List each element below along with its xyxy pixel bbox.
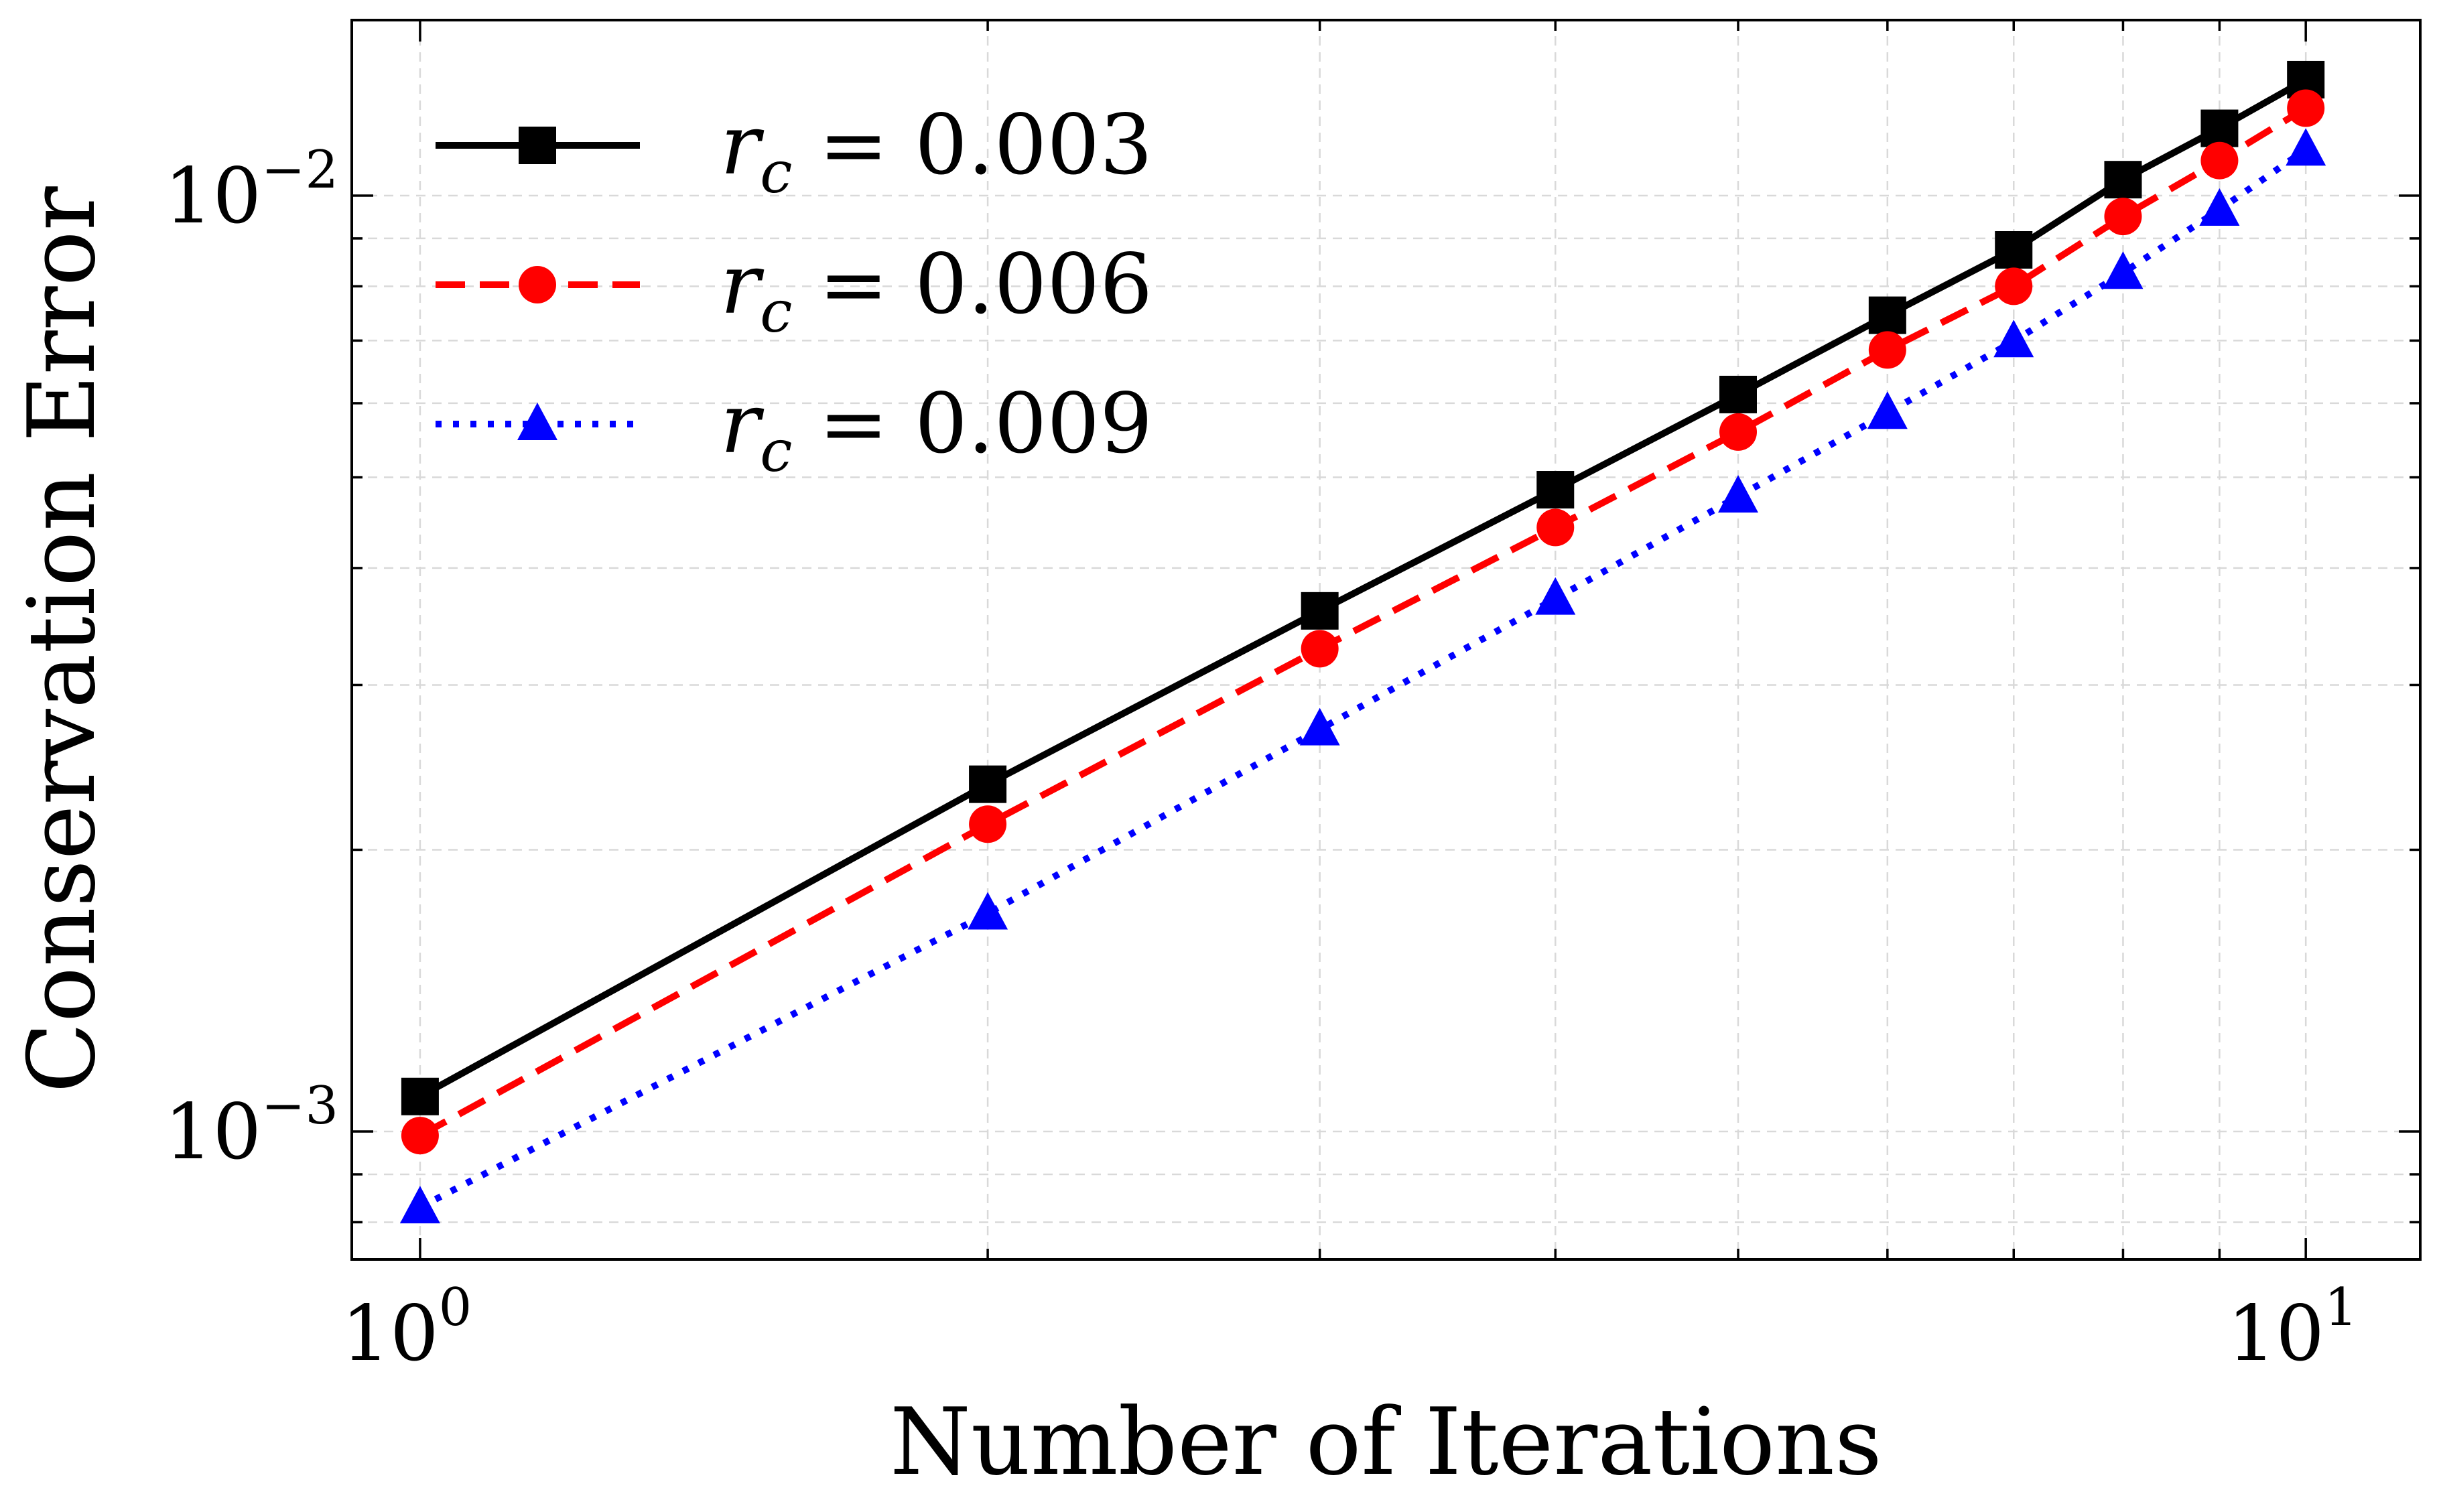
data-point (1301, 630, 1339, 668)
legend-label-sub: c (760, 139, 792, 206)
data-point (2200, 141, 2239, 180)
data-point (1536, 471, 1575, 509)
data-point (1536, 508, 1575, 547)
data-point (968, 892, 1008, 930)
legend-label-var: r (720, 97, 765, 194)
legend-label-value: = 0.009 (792, 376, 1152, 472)
data-point (1301, 592, 1339, 630)
legend-item: rc = 0.009 (436, 376, 1152, 485)
data-point (1995, 267, 2033, 305)
grid (352, 20, 2420, 1259)
data-point (399, 1186, 440, 1224)
legend-label: rc = 0.003 (720, 97, 1152, 206)
data-point (2104, 161, 2142, 199)
legend-label: rc = 0.006 (720, 236, 1152, 346)
y-tick-label: 10−2 (164, 140, 338, 240)
legend-label-sub: c (760, 279, 792, 346)
data-point (1867, 391, 1908, 429)
data-point (1718, 475, 1759, 513)
x-tick-label-exp: 0 (439, 1278, 472, 1338)
ticks (352, 20, 2420, 1259)
y-tick-label: 10−3 (164, 1076, 338, 1176)
data-point (2200, 109, 2239, 147)
series-layer (399, 60, 2326, 1224)
legend-item: rc = 0.006 (436, 236, 1152, 346)
data-point (2103, 251, 2144, 289)
data-point (401, 1117, 439, 1155)
y-axis-label: Conservation Error (8, 186, 116, 1093)
x-tick-label: 100 (342, 1278, 472, 1378)
data-point (1719, 375, 1758, 413)
y-tick-label-exp: −3 (261, 1076, 338, 1136)
x-tick-label: 101 (2227, 1278, 2358, 1378)
data-point (969, 805, 1007, 843)
series-0 (401, 60, 2325, 1115)
x-axis-label: Number of Iterations (890, 1388, 1882, 1496)
legend-label-value: = 0.006 (792, 236, 1152, 333)
legend-label: rc = 0.009 (720, 376, 1152, 485)
data-point (1535, 577, 1576, 615)
data-point (1299, 707, 1340, 746)
y-tick-label-exp: −2 (261, 140, 338, 200)
series-line (418, 76, 2308, 1100)
x-tick-label-exp: 1 (2324, 1278, 2358, 1338)
series-line (418, 105, 2308, 1139)
x-tick-label-base: 10 (2227, 1289, 2324, 1378)
series-1 (401, 89, 2325, 1155)
data-point (1868, 331, 1906, 369)
plot-frame (350, 19, 2422, 1261)
data-point (969, 765, 1007, 803)
data-point (401, 1077, 439, 1115)
data-point (2286, 128, 2326, 166)
data-point (1868, 296, 1906, 334)
legend-marker (519, 127, 556, 164)
legend-marker (517, 403, 557, 440)
data-point (1995, 230, 2033, 269)
legend-label-sub: c (760, 418, 792, 485)
data-point (1719, 413, 1758, 451)
legend-label-value: = 0.003 (792, 97, 1152, 194)
legend-marker (519, 266, 556, 303)
legend-item: rc = 0.003 (436, 97, 1152, 206)
data-point (2104, 198, 2142, 236)
data-point (2287, 89, 2325, 127)
data-point (1993, 320, 2034, 358)
series-2 (399, 128, 2326, 1224)
data-point (2199, 188, 2240, 226)
y-tick-label-base: 10 (164, 151, 261, 240)
y-tick-label-base: 10 (164, 1087, 261, 1176)
legend-label-var: r (720, 236, 765, 333)
x-tick-label-base: 10 (342, 1289, 439, 1378)
legend-label-var: r (720, 376, 765, 472)
